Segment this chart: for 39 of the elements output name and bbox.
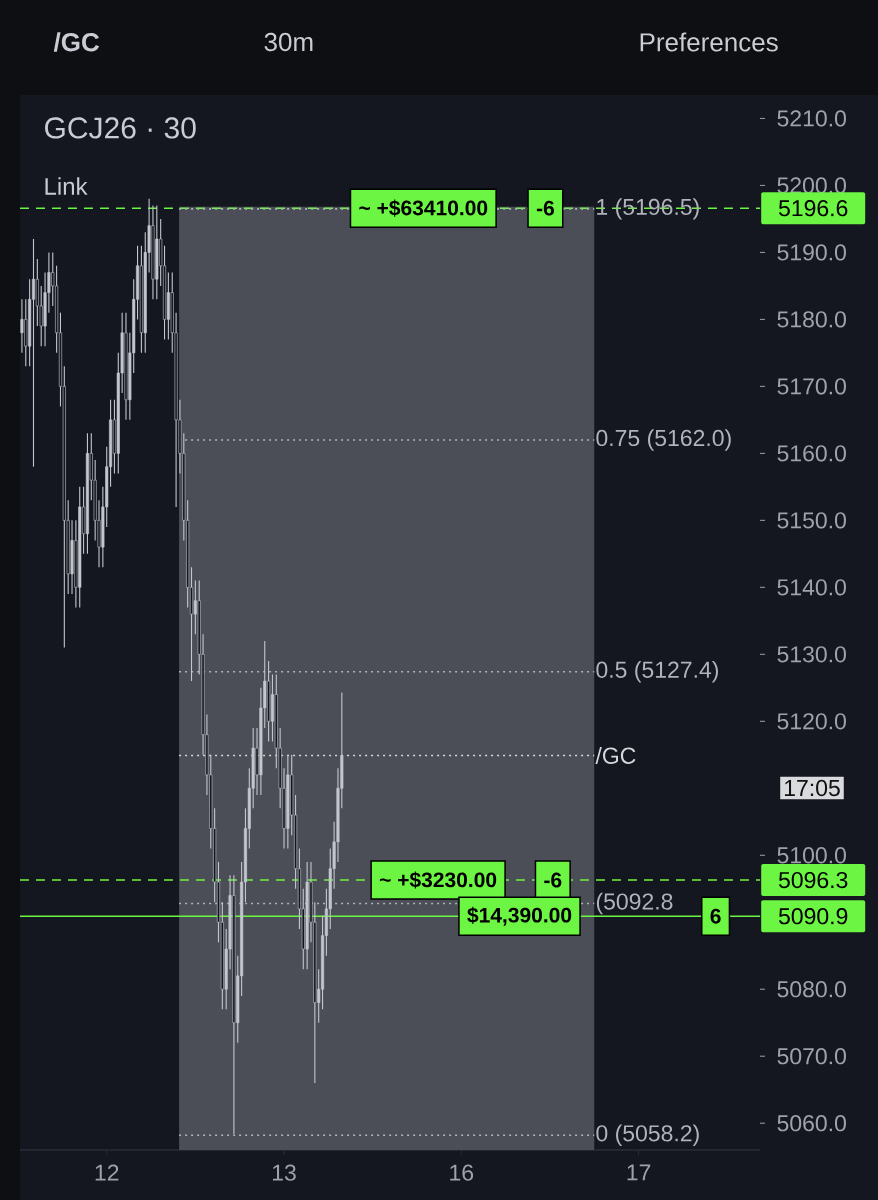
y-tick-label: 5060.0 [777, 1115, 846, 1132]
x-tick-label: 17 [627, 1164, 651, 1181]
y-tick-label: 5190.0 [777, 244, 846, 261]
annotation: -6 [536, 200, 554, 216]
annotation: 6 [710, 908, 721, 924]
ref-line-label: 5196.6 [778, 200, 848, 217]
ref-line-label: 5096.3 [778, 871, 848, 889]
y-tick-label: 5140.0 [777, 579, 846, 596]
annotation: Link [45, 177, 88, 195]
candlestick [20, 298, 24, 354]
annotation: ~ +$63410.00 [359, 199, 488, 217]
text: Preferences [640, 32, 778, 52]
ref-line-label: 0.75 (5162.0) [596, 429, 731, 451]
ref-line-label: 5090.9 [778, 908, 848, 925]
x-tick-label: 16 [450, 1164, 474, 1181]
y-tick-label: 5200.0 [777, 177, 846, 194]
y-tick-label: 5130.0 [777, 646, 846, 663]
y-tick-label: 5150.0 [777, 512, 846, 529]
annotation: -6 [544, 872, 562, 888]
annotation: ~ +$3230.00 [379, 871, 497, 889]
text: /GC [53, 32, 100, 52]
y-tick-label: 5100.0 [777, 847, 846, 864]
y-tick-label: 5070.0 [777, 1048, 846, 1065]
y-tick-label: 5210.0 [777, 110, 846, 127]
ref-line-label: 0 (5058.2) [596, 1124, 699, 1146]
text: GCJ26 · 30 [45, 117, 196, 139]
y-tick-label: 5170.0 [777, 378, 846, 395]
annotation: $14,390.00 [467, 906, 572, 926]
y-tick-label: 5120.0 [777, 713, 846, 730]
x-tick-label: 12 [95, 1164, 119, 1181]
text: 17:05 [784, 779, 840, 797]
x-tick-label: 13 [272, 1164, 296, 1181]
ref-line-label: 0.5 (5127.4) [596, 661, 719, 683]
y-tick-label: 5160.0 [777, 445, 846, 462]
text: 30m [264, 32, 313, 52]
ref-line-label: (5092.8 [596, 892, 673, 915]
y-tick-label: 5080.0 [777, 981, 846, 998]
y-tick-label: 5180.0 [777, 311, 846, 328]
ref-line-label: /GC [595, 747, 636, 764]
